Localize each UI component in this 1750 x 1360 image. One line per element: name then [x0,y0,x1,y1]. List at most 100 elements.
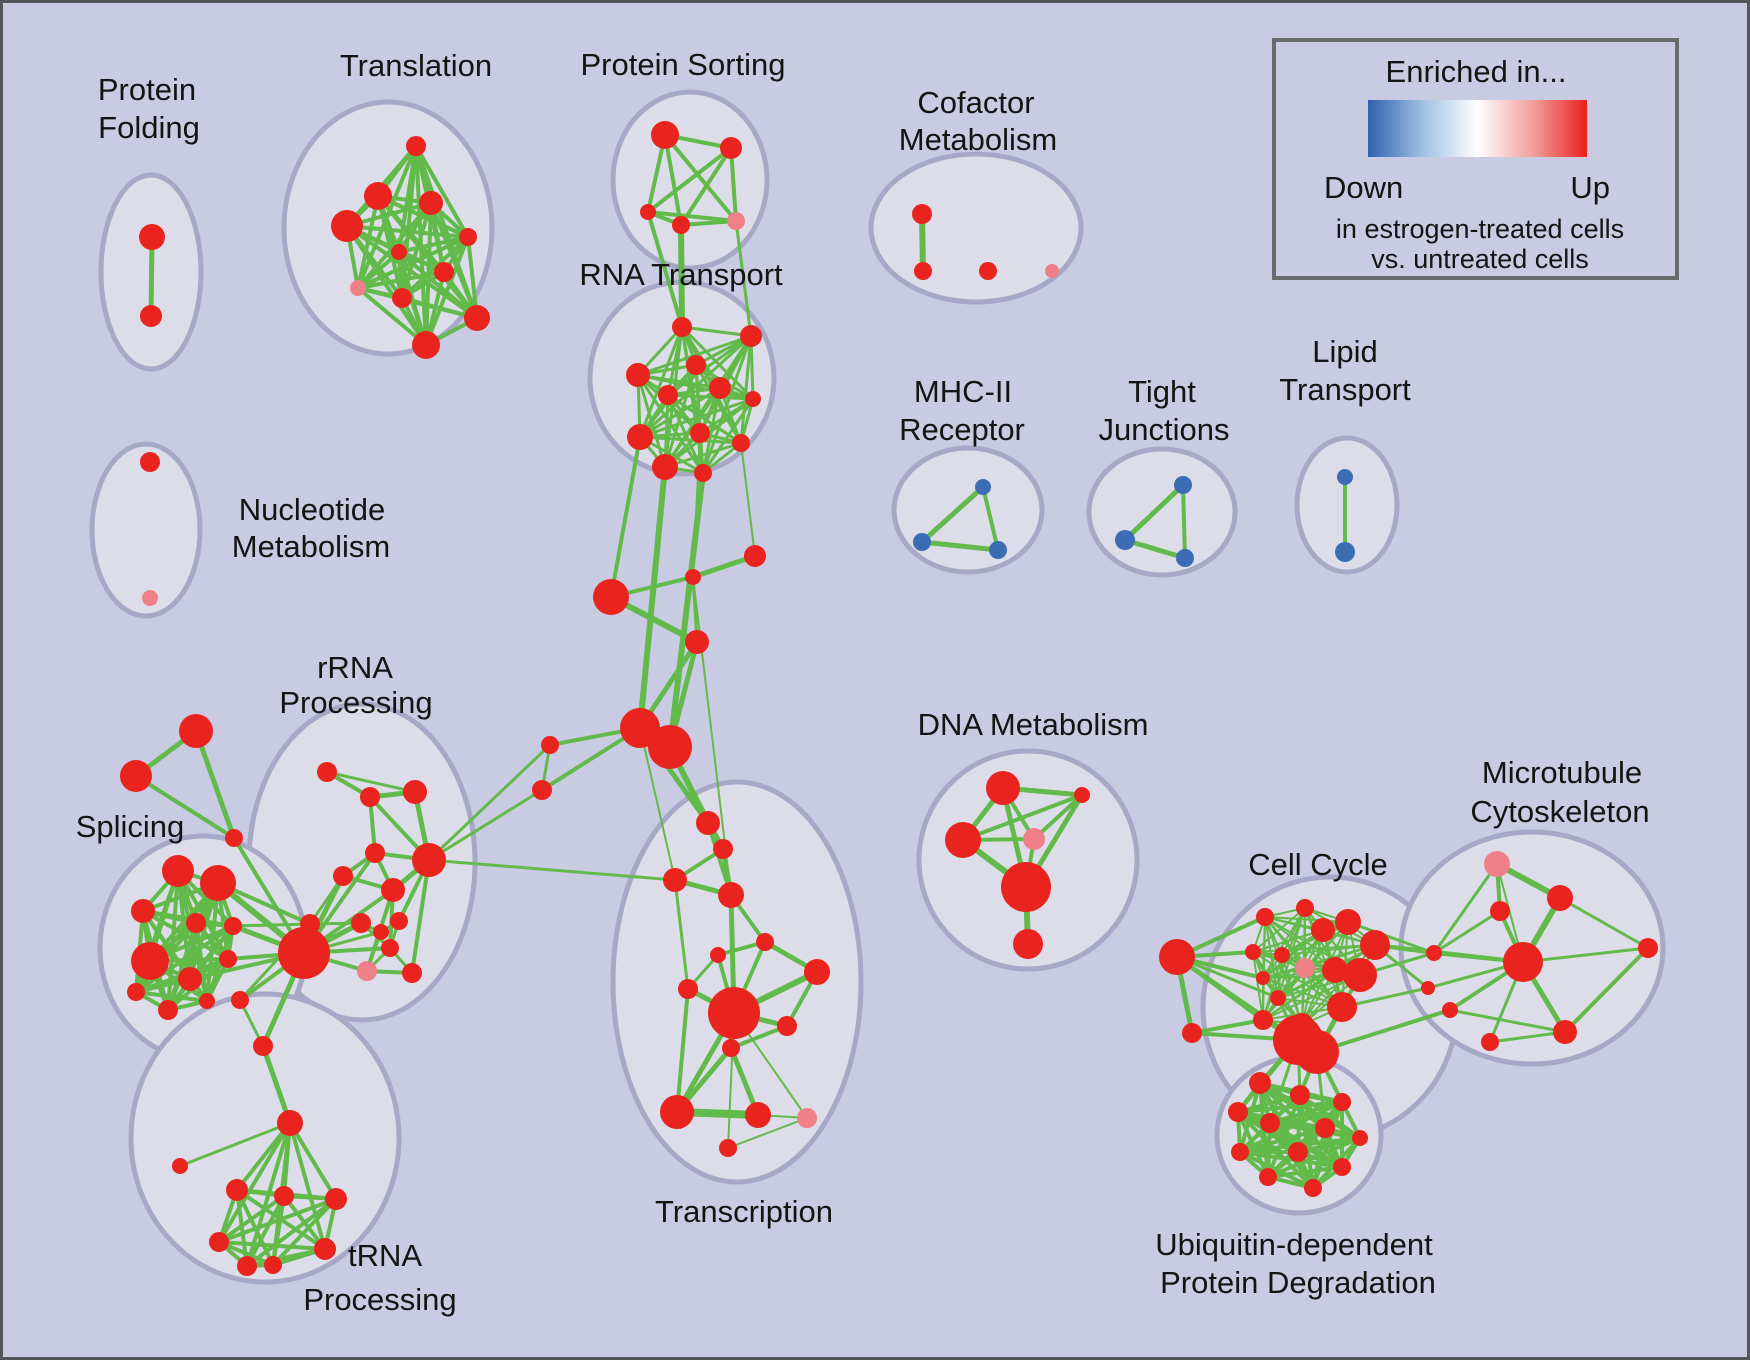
node-t10 [464,305,490,331]
cluster-ubiquitin-degradation-label-line2: Protein Degradation [1160,1265,1436,1300]
node-rr6 [381,878,405,902]
node-rr17 [253,1036,273,1056]
node-sp3 [131,899,155,923]
edge [345,224,470,239]
node-t9 [392,288,412,308]
edge [1262,929,1324,979]
edge [734,219,753,338]
cluster-microtubule-cytoskeleton-label-line1: Microtubule [1482,755,1642,790]
legend-box [1272,38,1679,280]
node-rt10 [732,434,750,452]
edge [217,1240,327,1251]
edge [609,435,642,599]
node-sn6 [648,725,692,769]
edge [919,539,1001,553]
edge [1301,929,1324,1026]
node-cc13 [1322,957,1348,983]
node-rr15 [278,927,330,979]
edge [271,1197,338,1267]
node-tx1 [696,811,720,835]
node-cc19 [1295,1030,1339,1074]
edge [466,235,479,320]
node-u2 [1290,1085,1310,1105]
edge [636,373,755,401]
node-ps1 [651,121,679,149]
cluster-transcription-label: Transcription [655,1194,833,1229]
edge [397,250,428,347]
cluster-rrna-processing-label-line2: Processing [279,685,432,720]
cluster-tight-junctions-label-line1: Tight [1128,374,1196,409]
cluster-mhc-ii-receptor-ellipse [891,445,1045,575]
node-lp1 [1337,469,1353,485]
node-rr10 [373,924,389,940]
edge [667,470,706,750]
node-tx6 [710,947,726,963]
node-rr9 [351,913,371,933]
node-tr5 [314,1238,336,1260]
edge [231,922,312,928]
edge [1262,929,1324,1021]
edge [637,464,668,731]
node-rt1 [672,317,692,337]
node-cc5 [1245,944,1261,960]
edge [178,1121,292,1168]
edge [680,325,753,338]
node-mt5 [1638,938,1658,958]
node-mt3 [1490,901,1510,921]
cluster-nucleotide-metabolism-label-line2: Metabolism [232,529,391,564]
edge [1175,955,1280,1000]
node-dm4 [1023,828,1045,850]
node-dm3 [1074,787,1090,803]
cluster-ubiquitin-degradation-label-line1: Ubiquitin-dependent [1155,1227,1433,1262]
node-sp6 [131,942,169,980]
edge [740,442,756,557]
edge [646,146,733,214]
cluster-protein-folding-label-line2: Folding [98,110,200,145]
node-rt7 [745,391,761,407]
edge [692,432,701,578]
node-sn7 [541,736,559,754]
edge [1236,1100,1344,1114]
node-u9 [1288,1142,1308,1162]
cluster-tight-junctions-ellipse [1086,446,1238,578]
edge [1262,969,1336,1021]
edge [1262,974,1361,1021]
node-tr4 [209,1232,229,1252]
node-cf2 [914,262,932,280]
cluster-cofactor-metabolism-ellipse [868,151,1084,305]
node-sp11 [199,993,215,1009]
node-sn2 [685,569,701,585]
node-pf1 [139,224,165,250]
node-u10 [1333,1158,1351,1176]
node-tx10 [777,1016,797,1036]
edge [414,144,470,239]
cluster-rna-transport-label: RNA Transport [579,257,783,292]
node-tx4 [718,882,744,908]
edge [638,325,684,439]
node-cc9 [1295,958,1315,978]
node-tr2 [274,1186,294,1206]
node-nm1 [140,452,160,472]
node-tx5 [756,933,774,951]
edge [1252,907,1306,953]
node-nm2 [142,590,158,606]
node-tj3 [1176,549,1194,567]
edge [636,373,705,475]
node-rt11 [652,454,678,480]
node-tx9 [708,987,760,1039]
legend: Enriched in... Down Up in estrogen-treat… [1272,38,1679,280]
node-cf1 [912,204,932,224]
node-mt7 [1481,1033,1499,1051]
node-sp8 [219,950,237,968]
node-t7 [434,262,454,282]
cluster-cell-cycle-label: Cell Cycle [1248,847,1388,882]
edge [675,987,690,1114]
edge [727,1117,808,1149]
node-u11 [1259,1168,1277,1186]
node-ps2 [720,137,742,159]
node-mt8 [1442,1002,1458,1018]
edge [1252,951,1264,1021]
edge [666,393,755,401]
node-m3 [989,541,1007,559]
